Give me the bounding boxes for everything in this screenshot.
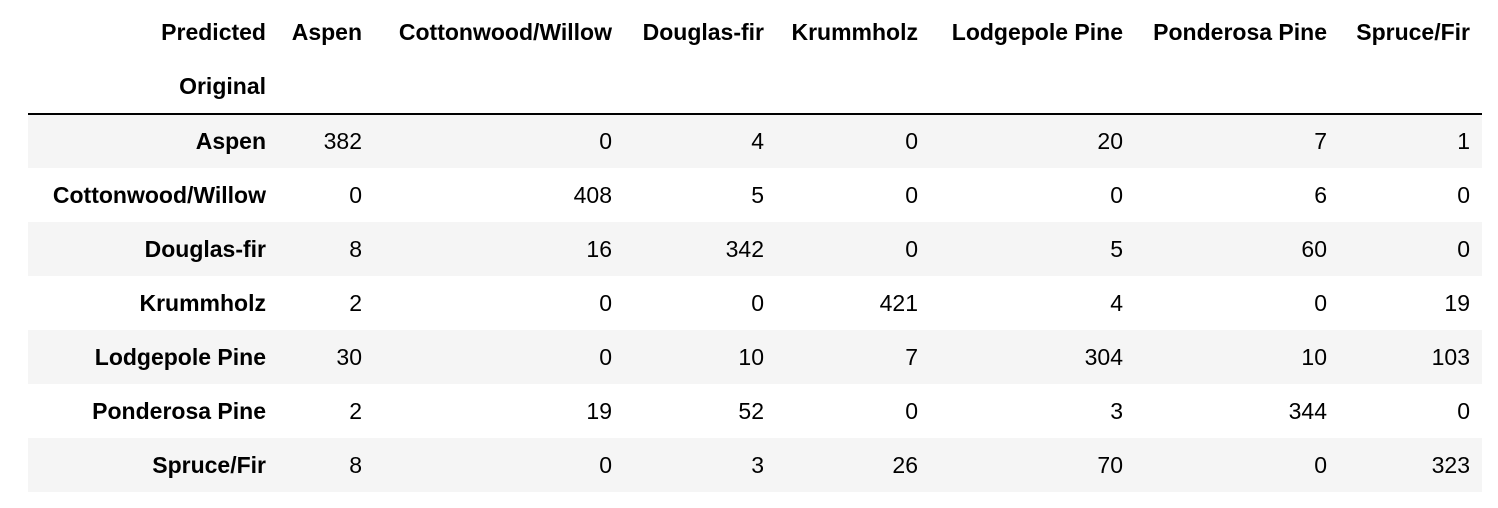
row-label: Ponderosa Pine — [92, 397, 266, 424]
table-cell: 103 — [1431, 343, 1470, 370]
table-cell: 421 — [879, 289, 918, 316]
table-row: Cottonwood/Willow 0 408 5 0 0 6 0 — [28, 168, 1482, 222]
table-cell: 19 — [1444, 289, 1470, 316]
table-cell: 70 — [1097, 451, 1123, 478]
table-row: Spruce/Fir 8 0 3 26 70 0 323 — [28, 438, 1482, 492]
column-header: Spruce/Fir — [1356, 18, 1470, 45]
table-cell: 0 — [905, 128, 918, 154]
table-cell: 3 — [751, 451, 764, 478]
table-cell: 4 — [1110, 289, 1123, 316]
table-cell: 342 — [725, 235, 764, 262]
table-cell: 0 — [1457, 397, 1470, 424]
table-cell: 0 — [599, 289, 612, 316]
table-cell: 0 — [751, 289, 764, 316]
table-cell: 8 — [349, 451, 362, 478]
table-cell: 10 — [738, 343, 764, 370]
table-cell: 6 — [1314, 181, 1327, 208]
table-cell: 344 — [1288, 397, 1327, 424]
row-label: Lodgepole Pine — [94, 343, 266, 370]
table-cell: 408 — [573, 181, 612, 208]
table-cell: 19 — [586, 397, 612, 424]
table-cell: 2 — [349, 289, 362, 316]
table-row: Ponderosa Pine 2 19 52 0 3 344 0 — [28, 384, 1482, 438]
table-cell: 52 — [738, 397, 764, 424]
table-cell: 10 — [1301, 343, 1327, 370]
table-cell: 30 — [336, 343, 362, 370]
table-cell: 0 — [599, 343, 612, 370]
row-label: Spruce/Fir — [152, 451, 266, 478]
index-name-row: Original — [28, 59, 1482, 114]
column-header: Aspen — [291, 18, 362, 45]
table-cell: 4 — [751, 128, 764, 154]
table-header: Predicted Aspen Cottonwood/Willow Dougla… — [28, 5, 1482, 114]
table-cell: 7 — [905, 343, 918, 370]
row-label: Douglas-fir — [144, 235, 266, 262]
row-label: Aspen — [195, 128, 266, 154]
table-cell: 382 — [323, 128, 362, 154]
table-cell: 5 — [751, 181, 764, 208]
column-header-row: Predicted Aspen Cottonwood/Willow Dougla… — [28, 5, 1482, 59]
column-header: Krummholz — [791, 18, 919, 45]
index-axis-label: Original — [179, 72, 266, 99]
column-header: Douglas-fir — [642, 18, 764, 45]
columns-axis-label: Predicted — [161, 18, 266, 45]
row-label: Krummholz — [139, 289, 267, 316]
table-cell: 0 — [599, 451, 612, 478]
table-cell: 16 — [586, 235, 612, 262]
table-cell: 0 — [1110, 181, 1123, 208]
table-cell: 8 — [349, 235, 362, 262]
table-cell: 7 — [1314, 128, 1327, 154]
table-row: Douglas-fir 8 16 342 0 5 60 0 — [28, 222, 1482, 276]
table-cell: 0 — [349, 181, 362, 208]
table-cell: 26 — [892, 451, 918, 478]
table-row: Lodgepole Pine 30 0 10 7 304 10 103 — [28, 330, 1482, 384]
table-row: Aspen 382 0 4 0 20 7 1 — [28, 114, 1482, 168]
table-cell: 0 — [905, 181, 918, 208]
table-cell: 0 — [1457, 181, 1470, 208]
table-body: Aspen 382 0 4 0 20 7 1 Cottonwood/Willow 0 408 5 0 0 6… — [28, 114, 1482, 492]
table-cell: 20 — [1097, 128, 1123, 154]
table-cell: 0 — [1314, 451, 1327, 478]
table-cell: 5 — [1110, 235, 1123, 262]
table-cell: 2 — [349, 397, 362, 424]
table-cell: 0 — [905, 235, 918, 262]
confusion-matrix-table: Predicted Aspen Cottonwood/Willow Dougla… — [28, 5, 1482, 492]
table-cell: 304 — [1084, 343, 1123, 370]
table-cell: 0 — [905, 397, 918, 424]
row-label: Cottonwood/Willow — [52, 181, 266, 208]
table-cell: 0 — [1457, 235, 1470, 262]
table-cell: 0 — [599, 128, 612, 154]
column-header: Ponderosa Pine — [1153, 18, 1327, 45]
table-cell: 1 — [1457, 128, 1470, 154]
table-cell: 60 — [1301, 235, 1327, 262]
table-cell: 0 — [1314, 289, 1327, 316]
table-cell: 3 — [1110, 397, 1123, 424]
column-header: Cottonwood/Willow — [398, 18, 612, 45]
table-cell: 323 — [1431, 451, 1470, 478]
table-row: Krummholz 2 0 0 421 4 0 19 — [28, 276, 1482, 330]
column-header: Lodgepole Pine — [951, 18, 1123, 45]
